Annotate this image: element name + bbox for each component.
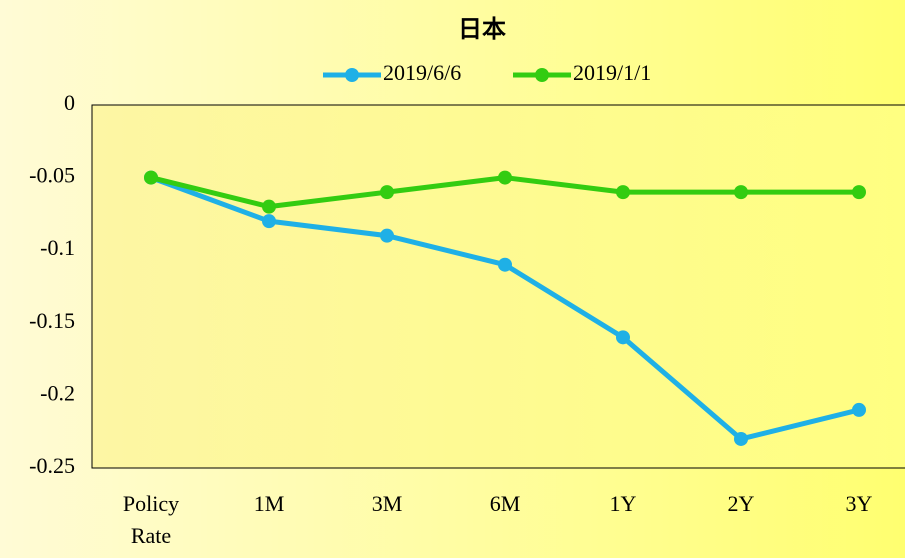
x-tick-label: 6M bbox=[490, 491, 521, 516]
legend-marker bbox=[535, 68, 549, 82]
x-tick-label: 1M bbox=[254, 491, 285, 516]
x-tick-label: 3Y bbox=[846, 491, 873, 516]
legend-label: 2019/1/1 bbox=[573, 60, 651, 85]
data-point bbox=[498, 257, 512, 272]
x-tick-label: 1Y bbox=[610, 491, 637, 516]
y-tick-label: -0.05 bbox=[29, 163, 75, 188]
data-point bbox=[380, 185, 394, 200]
legend-label: 2019/6/6 bbox=[383, 60, 461, 85]
y-tick-label: -0.15 bbox=[29, 308, 75, 333]
legend-marker bbox=[345, 68, 359, 82]
x-tick-label: Policy Rate bbox=[123, 491, 179, 548]
y-tick-label: -0.25 bbox=[29, 453, 75, 478]
data-point bbox=[262, 199, 276, 214]
data-point bbox=[380, 228, 394, 243]
data-point bbox=[734, 431, 748, 446]
data-point bbox=[144, 170, 158, 185]
data-point bbox=[262, 214, 276, 229]
data-point bbox=[734, 185, 748, 200]
chart-title: 日本 bbox=[458, 15, 506, 43]
data-point bbox=[498, 170, 512, 185]
data-point bbox=[616, 185, 630, 200]
y-tick-label: -0.1 bbox=[40, 235, 75, 260]
x-tick-label: 3M bbox=[372, 491, 403, 516]
data-point bbox=[852, 185, 866, 200]
data-point bbox=[616, 330, 630, 345]
y-tick-label: -0.2 bbox=[40, 380, 75, 405]
plot-area bbox=[91, 104, 905, 469]
data-point bbox=[852, 402, 866, 417]
y-tick-label: 0 bbox=[64, 90, 75, 115]
x-tick-label: 2Y bbox=[728, 491, 755, 516]
